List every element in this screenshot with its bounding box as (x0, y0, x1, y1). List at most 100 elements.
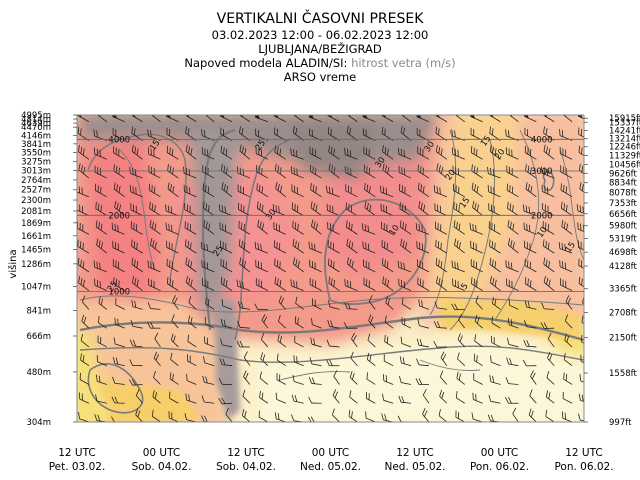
wind-barb (243, 351, 251, 366)
wind-barb (80, 334, 90, 348)
wind-barb (457, 333, 466, 348)
wind-barb (379, 90, 396, 103)
wind-barb (362, 115, 376, 123)
wind-barb (276, 353, 286, 367)
wind-barb (309, 146, 322, 160)
wind-barb (381, 239, 394, 254)
wind-barb (312, 298, 322, 310)
wind-barb (416, 338, 430, 348)
wind-barb (95, 201, 108, 216)
wind-barb (130, 221, 143, 235)
wind-barb (273, 222, 286, 235)
wind-barb (385, 296, 394, 310)
wind-barb (399, 202, 412, 216)
wind-barb (402, 297, 412, 310)
wind-barb (95, 183, 107, 198)
wind-barb (439, 389, 448, 404)
wind-barb (326, 185, 340, 198)
right-tick-label: 4128ft (609, 262, 637, 272)
wind-barb (149, 238, 161, 254)
wind-barb (186, 373, 197, 385)
wind-barb (57, 164, 74, 178)
wind-barb (366, 391, 376, 404)
wind-barb (399, 375, 412, 385)
left-tick-label: 4639m (21, 119, 51, 129)
right-tick-label: 2150ft (609, 334, 637, 344)
wind-barb (261, 313, 269, 329)
wind-barb (309, 357, 322, 367)
wind-barb (258, 410, 269, 422)
wind-barb (236, 166, 251, 179)
wind-barb (56, 223, 73, 234)
wind-barb (363, 259, 376, 273)
wind-barb (200, 241, 215, 254)
wind-barb (293, 257, 304, 273)
wind-barb (290, 89, 307, 103)
wind-barb (167, 182, 179, 198)
wind-barb (540, 322, 555, 329)
wind-barb (542, 239, 555, 254)
wind-barb (221, 299, 233, 310)
wind-barb (529, 389, 537, 404)
wind-barb (581, 315, 584, 329)
wind-barb (170, 333, 179, 348)
wind-barb (275, 392, 286, 404)
wind-barb (77, 239, 90, 254)
wind-barb (561, 219, 573, 235)
wind-barb (363, 87, 380, 103)
left-tick-label: 1465m (21, 246, 51, 256)
y-axis-label: višina (7, 249, 19, 278)
wind-barb (77, 257, 90, 273)
inplot-height-label: 3000 (531, 167, 553, 177)
inplot-height-label: 4000 (108, 135, 130, 145)
wind-barb (217, 90, 234, 103)
wind-barb (94, 147, 107, 160)
wind-barb (400, 336, 412, 348)
wind-barb (95, 394, 107, 404)
wind-barb (237, 184, 251, 198)
wind-barb (558, 241, 573, 254)
wind-barb (453, 201, 465, 216)
wind-barb (563, 372, 573, 385)
wind-barb (382, 393, 394, 404)
wind-barb (470, 146, 483, 160)
wind-barb (94, 88, 111, 103)
wind-barb (578, 393, 584, 404)
wind-barb (95, 374, 107, 385)
wind-barb (135, 408, 143, 422)
left-axis-ticks: 4995m4814m4639m4470m4146m3841m3550m3275m… (21, 111, 77, 428)
wind-barb (365, 411, 376, 422)
wind-barb (540, 89, 557, 103)
right-tick-label: 4698ft (609, 248, 637, 258)
wind-barb (131, 257, 143, 273)
left-tick-label: 3275m (21, 157, 51, 167)
wind-barb (220, 276, 233, 291)
wind-barb (577, 413, 584, 422)
wind-barb (187, 354, 197, 367)
wind-barb (560, 183, 573, 198)
wind-barb (452, 183, 465, 198)
wind-barb (579, 374, 584, 385)
wind-barb (455, 391, 465, 404)
inplot-height-labels: 4000 4000 3000 2000 2000 1000 (108, 135, 552, 297)
wind-barb (542, 221, 555, 235)
wind-barb (367, 333, 376, 348)
wind-barb (278, 314, 287, 329)
wind-barb (524, 145, 537, 160)
wind-barb (559, 88, 576, 103)
wind-barb (523, 339, 537, 348)
wind-barb (546, 371, 555, 385)
left-tick-label: 1869m (21, 219, 51, 229)
wind-barb (168, 411, 179, 422)
wind-barb (129, 359, 143, 367)
chart-period: 03.02.2023 12:00 - 06.02.2023 12:00 (211, 28, 429, 42)
wind-barb (236, 89, 253, 103)
wind-barb (218, 378, 233, 385)
wind-barb (331, 408, 340, 422)
wind-barb (278, 295, 287, 310)
wind-barb (528, 408, 537, 422)
wind-barb (274, 276, 286, 291)
wind-barb (522, 204, 537, 216)
wind-barb (130, 203, 143, 216)
wind-barb (383, 354, 394, 367)
